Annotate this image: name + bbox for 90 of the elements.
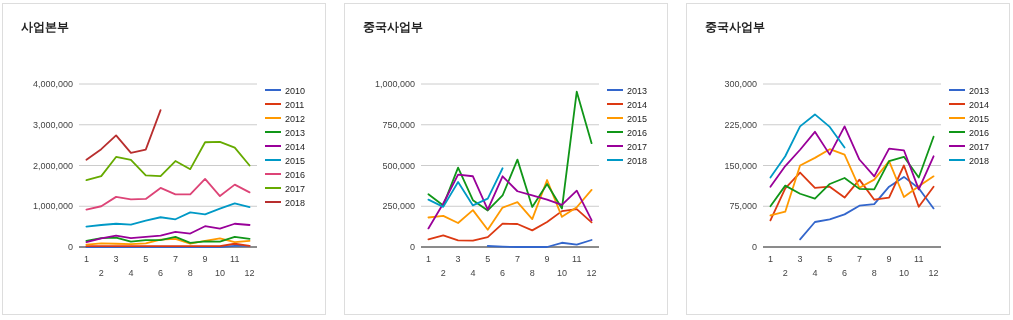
- chart-title: 중국사업부: [705, 20, 765, 34]
- line-series: [769, 135, 935, 208]
- x-tick-label: 8: [871, 268, 877, 278]
- x-tick-label: 2: [98, 268, 104, 278]
- y-tick-label: 1,000,000: [32, 201, 73, 212]
- x-tick-label: 3: [797, 254, 803, 264]
- x-tick-label: 1: [83, 254, 89, 264]
- chart-title: 중국사업부: [363, 20, 423, 34]
- y-tick-label: 0: [751, 242, 757, 252]
- y-tick-label: 250,000: [382, 201, 415, 212]
- x-tick-label: 4: [470, 268, 476, 278]
- x-tick-label: 4: [128, 268, 134, 278]
- line-series: [769, 125, 935, 191]
- line-series: [427, 167, 504, 208]
- line-series: [769, 164, 935, 222]
- y-tick-label: 500,000: [382, 160, 415, 171]
- x-tick-label: 6: [500, 268, 506, 278]
- x-tick-label: 12: [244, 268, 255, 278]
- legend-label: 2017: [285, 183, 306, 194]
- legend-label: 2011: [285, 99, 305, 110]
- x-tick-label: 11: [230, 254, 240, 264]
- x-tick-label: 2: [782, 268, 788, 278]
- legend-label: 2018: [627, 155, 648, 166]
- y-tick-label: 150,000: [724, 160, 757, 171]
- y-tick-label: 75,000: [729, 201, 757, 212]
- y-tick-label: 225,000: [724, 119, 757, 130]
- line-series: [85, 178, 251, 211]
- line-series: [85, 109, 162, 161]
- legend-label: 2016: [969, 127, 990, 138]
- y-tick-label: 4,000,000: [32, 79, 73, 89]
- y-tick-label: 0: [409, 242, 415, 252]
- legend-label: 2012: [285, 113, 306, 124]
- legend-label: 2018: [969, 155, 990, 166]
- x-tick-label: 7: [856, 254, 862, 264]
- line-series: [799, 176, 935, 241]
- x-tick-label: 1: [425, 254, 431, 264]
- x-tick-label: 12: [928, 268, 939, 278]
- legend-label: 2015: [627, 113, 648, 124]
- line-series: [85, 202, 251, 228]
- line-series: [85, 222, 251, 244]
- y-tick-label: 3,000,000: [32, 119, 73, 130]
- legend-label: 2014: [969, 99, 990, 110]
- legend-label: 2014: [285, 141, 306, 152]
- x-tick-label: 5: [827, 254, 833, 264]
- x-tick-label: 9: [886, 254, 892, 264]
- x-tick-label: 11: [572, 254, 582, 264]
- y-tick-label: 1,000,000: [374, 79, 415, 89]
- legend-label: 2015: [285, 155, 306, 166]
- x-tick-label: 2: [440, 268, 446, 278]
- y-tick-label: 0: [67, 242, 73, 252]
- legend-label: 2016: [285, 169, 306, 180]
- line-series: [427, 208, 593, 242]
- x-tick-label: 8: [187, 268, 193, 278]
- legend-label: 2016: [627, 127, 648, 138]
- y-tick-label: 750,000: [382, 119, 415, 130]
- x-tick-label: 12: [586, 268, 597, 278]
- legend-label: 2013: [285, 127, 306, 138]
- y-tick-label: 300,000: [724, 79, 757, 89]
- x-tick-label: 3: [113, 254, 119, 264]
- x-tick-label: 10: [898, 268, 909, 278]
- x-tick-label: 11: [914, 254, 924, 264]
- x-tick-label: 1: [767, 254, 773, 264]
- x-tick-label: 8: [529, 268, 535, 278]
- legend-label: 2010: [285, 85, 306, 96]
- legend-label: 2013: [969, 85, 990, 96]
- chart-title: 사업본부: [21, 20, 69, 34]
- x-tick-label: 10: [556, 268, 567, 278]
- x-tick-label: 9: [544, 254, 550, 264]
- line-series: [769, 148, 935, 217]
- x-tick-label: 5: [485, 254, 491, 264]
- y-tick-label: 2,000,000: [32, 160, 73, 171]
- legend-label: 2014: [627, 99, 648, 110]
- x-tick-label: 5: [143, 254, 149, 264]
- line-series: [85, 140, 251, 182]
- line-series: [486, 239, 593, 248]
- line-series: [427, 90, 593, 212]
- legend-label: 2017: [969, 141, 990, 152]
- x-tick-label: 3: [455, 254, 461, 264]
- x-tick-label: 7: [514, 254, 520, 264]
- x-tick-label: 10: [214, 268, 225, 278]
- x-tick-label: 4: [812, 268, 818, 278]
- x-tick-label: 6: [842, 268, 848, 278]
- line-series: [769, 113, 846, 179]
- legend-label: 2015: [969, 113, 990, 124]
- x-tick-label: 6: [158, 268, 164, 278]
- x-tick-label: 9: [202, 254, 208, 264]
- legend-label: 2013: [627, 85, 648, 96]
- legend-label: 2017: [627, 141, 648, 152]
- x-tick-label: 7: [172, 254, 178, 264]
- legend-label: 2018: [285, 197, 306, 208]
